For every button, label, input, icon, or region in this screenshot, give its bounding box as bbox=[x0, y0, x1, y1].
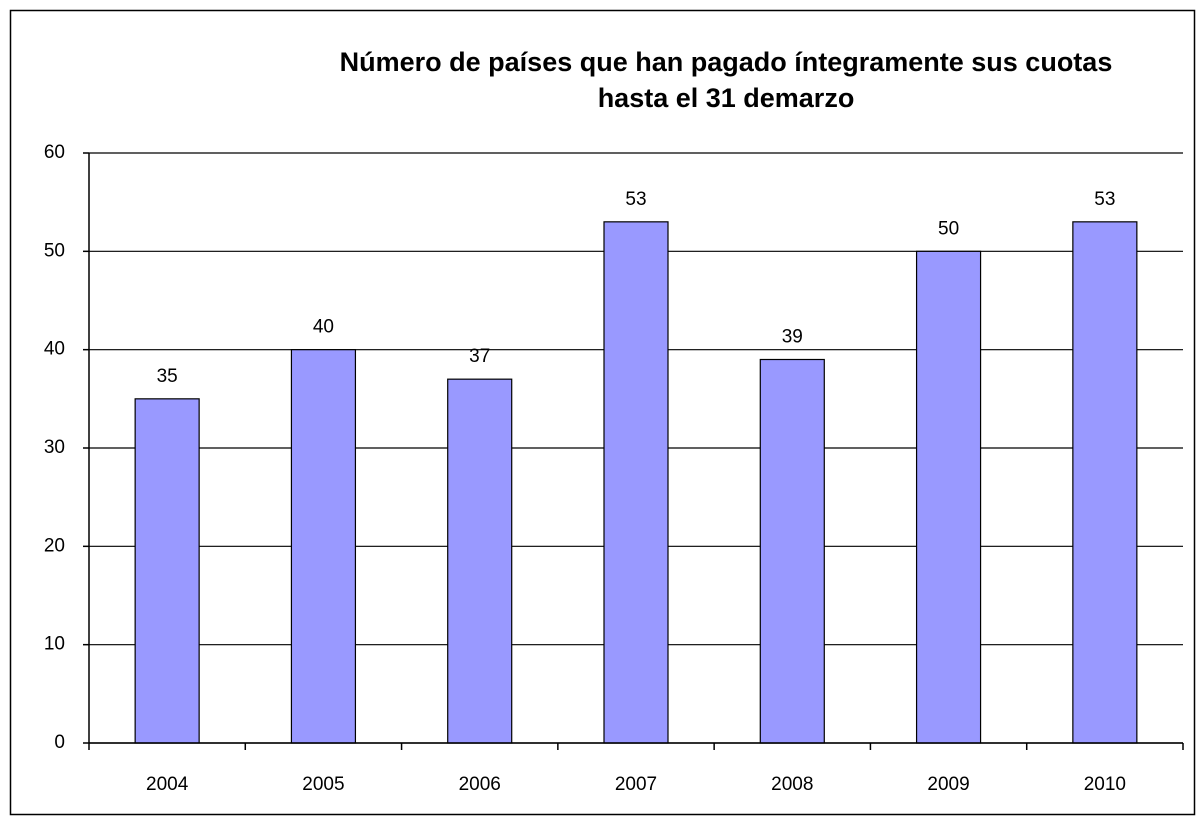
x-tick-label: 2010 bbox=[1084, 774, 1126, 795]
bar bbox=[1072, 221, 1138, 744]
bar bbox=[915, 250, 982, 744]
x-tick-label: 2005 bbox=[302, 774, 344, 795]
chart-border bbox=[9, 9, 1196, 816]
chart-title: Número de países que han pagado íntegram… bbox=[340, 47, 1113, 77]
y-tick-label: 20 bbox=[44, 535, 65, 556]
bar bbox=[447, 378, 513, 744]
x-tick-label: 2007 bbox=[615, 774, 657, 795]
y-tick-label: 60 bbox=[44, 142, 65, 163]
data-label: 40 bbox=[313, 317, 334, 338]
x-tick-label: 2004 bbox=[146, 774, 189, 795]
x-tick-label: 2008 bbox=[771, 774, 813, 795]
data-label: 53 bbox=[625, 189, 646, 210]
x-tick-label: 2006 bbox=[459, 774, 501, 795]
x-tick-label: 2009 bbox=[927, 774, 969, 795]
bar bbox=[290, 349, 357, 744]
y-tick-label: 50 bbox=[44, 240, 65, 261]
bar bbox=[603, 221, 669, 744]
data-label: 35 bbox=[157, 366, 178, 387]
data-label: 50 bbox=[938, 218, 959, 239]
data-label: 37 bbox=[469, 346, 490, 367]
y-tick-label: 40 bbox=[44, 339, 65, 360]
data-label: 39 bbox=[782, 327, 803, 348]
bar bbox=[759, 358, 825, 744]
chart-title: hasta el 31 demarzo bbox=[598, 83, 855, 113]
data-label: 53 bbox=[1094, 189, 1115, 210]
bar bbox=[134, 398, 200, 744]
y-tick-label: 0 bbox=[54, 732, 65, 753]
y-tick-label: 30 bbox=[44, 437, 65, 458]
y-tick-label: 10 bbox=[44, 634, 65, 655]
